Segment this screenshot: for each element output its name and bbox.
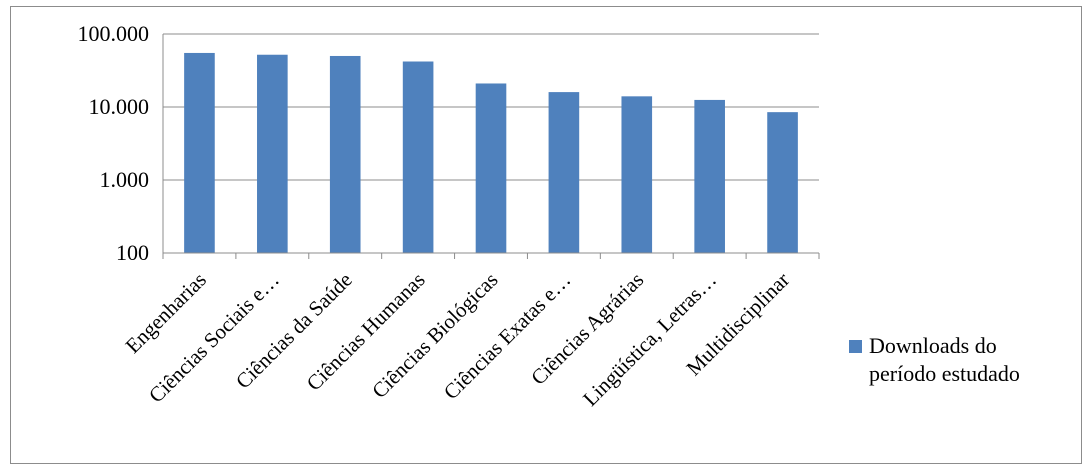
legend-label: Downloads do período estudado [869,333,1020,386]
bar [475,83,507,253]
bar-chart: 100 1.000 10.000 100.000 EngenhariasCiência… [78,21,820,411]
x-tick-label: Ciências Sociais e… [144,268,284,408]
bar [329,55,361,253]
chart-frame: 100 1.000 10.000 100.000 Engenharias Ciência… [10,6,1082,464]
y-tick-label: 100 [116,240,149,265]
bar [767,112,798,253]
bar [694,99,725,253]
bar [621,96,653,253]
legend-swatch [849,340,862,353]
bar [184,52,215,253]
x-tick-label: Lingüística, Letras… [578,268,721,411]
y-tick-label: 100.000 [78,21,150,46]
y-tick-label: 1.000 [100,167,150,192]
bar [257,54,288,254]
x-tick-label: Ciências Exatas e… [439,268,576,405]
bar [402,61,434,253]
y-tick-labels: 100 1.000 10.000 100.000 [78,21,150,265]
y-tick-label: 10.000 [89,94,150,119]
bars [184,52,798,254]
legend: Downloads do período estudado [849,332,1079,388]
x-tick-label: Ciências Biológicas [367,268,502,403]
axes [162,34,820,259]
bar [548,92,580,253]
